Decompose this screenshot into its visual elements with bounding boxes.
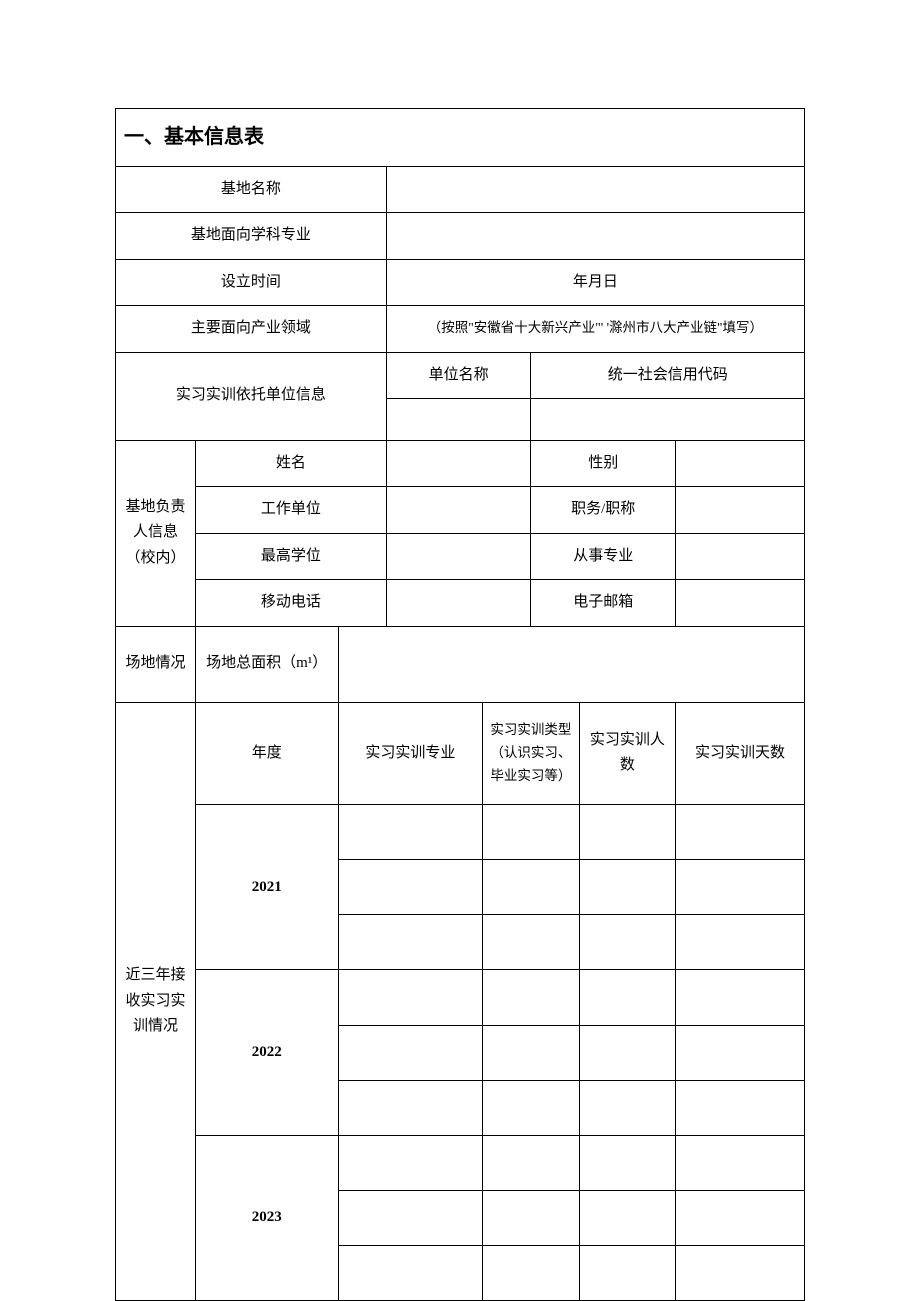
cell [483, 1245, 579, 1300]
cell [338, 860, 483, 915]
cell [483, 1080, 579, 1135]
cell [676, 860, 805, 915]
cell [676, 1245, 805, 1300]
value-position [676, 487, 805, 534]
basic-info-table: 一、基本信息表 基地名称 基地面向学科专业 设立时间 年月日 主要面向产业领域 … [115, 108, 805, 1301]
value-phone [386, 580, 531, 627]
label-base-name: 基地名称 [116, 166, 387, 213]
cell [338, 1080, 483, 1135]
cell [579, 1025, 675, 1080]
cell [338, 970, 483, 1025]
value-main-industry: （按照"安徽省十大新兴产业"' '滁州市八大产业链"填写） [386, 306, 804, 353]
cell [483, 1025, 579, 1080]
label-last3: 近三年接收实习实训情况 [116, 702, 196, 1301]
cell [338, 915, 483, 970]
year-2022: 2022 [195, 970, 338, 1135]
cell [676, 1025, 805, 1080]
cell [676, 1190, 805, 1245]
label-base-subjects: 基地面向学科专业 [116, 213, 387, 260]
value-setup-time: 年月日 [386, 259, 804, 306]
cell [579, 915, 675, 970]
cell [676, 1080, 805, 1135]
hdr-count: 实习实训人数 [579, 702, 675, 805]
value-work-unit [386, 487, 531, 534]
label-main-industry: 主要面向产业领域 [116, 306, 387, 353]
value-email [676, 580, 805, 627]
value-base-subjects [386, 213, 804, 260]
label-unit-info: 实习实训依托单位信息 [116, 352, 387, 440]
cell [338, 1190, 483, 1245]
cell [676, 915, 805, 970]
label-position: 职务/职称 [531, 487, 676, 534]
cell [676, 970, 805, 1025]
label-gender: 性别 [531, 440, 676, 487]
value-name [386, 440, 531, 487]
cell [338, 805, 483, 860]
cell [579, 970, 675, 1025]
cell [483, 1135, 579, 1190]
section-title: 一、基本信息表 [116, 109, 805, 167]
hdr-type: 实习实训类型（认识实习、毕业实习等） [483, 702, 579, 805]
cell [483, 805, 579, 860]
cell [338, 1245, 483, 1300]
value-site-area [338, 626, 804, 702]
label-email: 电子邮箱 [531, 580, 676, 627]
cell [579, 1135, 675, 1190]
cell [676, 1135, 805, 1190]
value-social-code [531, 399, 805, 441]
cell [483, 1190, 579, 1245]
cell [483, 970, 579, 1025]
label-site-info: 场地情况 [116, 626, 196, 702]
value-gender [676, 440, 805, 487]
cell [579, 860, 675, 915]
cell [579, 1080, 675, 1135]
value-degree [386, 533, 531, 580]
cell [338, 1025, 483, 1080]
year-2023: 2023 [195, 1135, 338, 1300]
hdr-days: 实习实训天数 [676, 702, 805, 805]
label-work-unit: 工作单位 [195, 487, 386, 534]
label-site-area: 场地总面积（m¹） [195, 626, 338, 702]
label-name: 姓名 [195, 440, 386, 487]
value-unit-name [386, 399, 531, 441]
value-field [676, 533, 805, 580]
label-degree: 最高学位 [195, 533, 386, 580]
cell [338, 1135, 483, 1190]
cell [579, 1245, 675, 1300]
cell [579, 805, 675, 860]
year-2021: 2021 [195, 805, 338, 970]
label-leader-info: 基地负责人信息（校内） [116, 440, 196, 626]
cell [579, 1190, 675, 1245]
cell [676, 805, 805, 860]
label-setup-time: 设立时间 [116, 259, 387, 306]
label-unit-name: 单位名称 [386, 352, 531, 399]
value-base-name [386, 166, 804, 213]
label-social-code: 统一社会信用代码 [531, 352, 805, 399]
label-phone: 移动电话 [195, 580, 386, 627]
cell [483, 915, 579, 970]
hdr-year: 年度 [195, 702, 338, 805]
label-field: 从事专业 [531, 533, 676, 580]
hdr-major: 实习实训专业 [338, 702, 483, 805]
cell [483, 860, 579, 915]
